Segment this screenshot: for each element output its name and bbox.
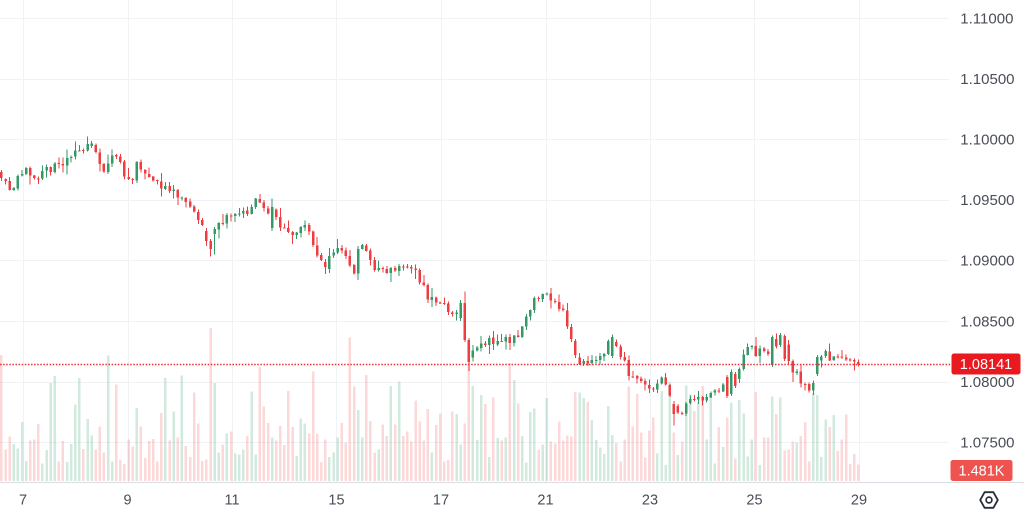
svg-text:1.09000: 1.09000 (960, 253, 1014, 270)
svg-text:1.10000: 1.10000 (960, 132, 1014, 149)
svg-text:1.08500: 1.08500 (960, 313, 1014, 330)
svg-text:1.07500: 1.07500 (960, 435, 1014, 452)
svg-text:1.10500: 1.10500 (960, 71, 1014, 88)
svg-text:9: 9 (123, 493, 131, 509)
svg-text:25: 25 (746, 493, 762, 509)
svg-text:17: 17 (433, 493, 449, 509)
svg-text:11: 11 (224, 493, 239, 509)
svg-text:1.481K: 1.481K (959, 464, 1005, 480)
svg-text:1.08000: 1.08000 (960, 374, 1014, 391)
svg-text:21: 21 (537, 493, 553, 509)
svg-text:1.11000: 1.11000 (960, 10, 1013, 27)
svg-text:1.09500: 1.09500 (960, 192, 1014, 209)
svg-text:23: 23 (642, 493, 658, 509)
svg-text:7: 7 (19, 493, 27, 509)
svg-text:1.08141: 1.08141 (960, 357, 1012, 373)
svg-text:29: 29 (851, 493, 867, 509)
svg-text:15: 15 (328, 493, 344, 509)
